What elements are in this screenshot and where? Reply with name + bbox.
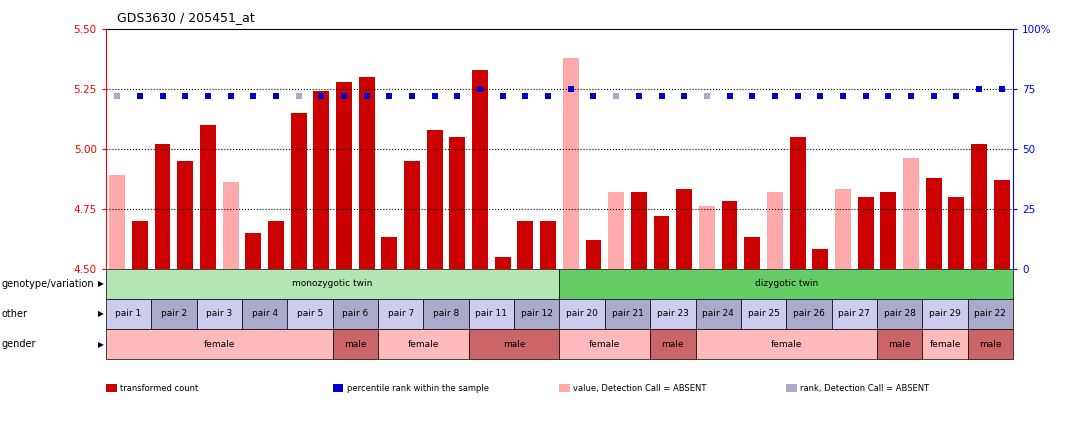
Text: male: male — [889, 340, 910, 349]
Bar — [653, 216, 670, 269]
Text: female: female — [589, 340, 621, 349]
Text: genotype/variation: genotype/variation — [1, 279, 94, 289]
Text: pair 23: pair 23 — [657, 309, 689, 318]
Bar — [404, 161, 420, 269]
Text: gender: gender — [1, 339, 36, 349]
Text: male: male — [980, 340, 1001, 349]
Bar — [268, 221, 284, 269]
Text: female: female — [407, 340, 440, 349]
Text: male: male — [345, 340, 366, 349]
Bar — [540, 221, 556, 269]
Bar — [608, 192, 624, 269]
Text: percentile rank within the sample: percentile rank within the sample — [347, 384, 488, 392]
Text: pair 11: pair 11 — [475, 309, 508, 318]
Text: other: other — [1, 309, 27, 319]
Bar — [495, 257, 511, 269]
Bar — [177, 161, 193, 269]
Text: pair 6: pair 6 — [342, 309, 368, 318]
Bar — [381, 238, 397, 269]
Bar — [994, 180, 1010, 269]
Text: pair 1: pair 1 — [116, 309, 141, 318]
Bar — [245, 233, 261, 269]
Bar — [812, 250, 828, 269]
Text: ▶: ▶ — [98, 340, 104, 349]
Bar — [427, 130, 443, 269]
Text: pair 25: pair 25 — [747, 309, 780, 318]
Bar — [291, 113, 307, 269]
Text: pair 21: pair 21 — [611, 309, 644, 318]
Text: pair 7: pair 7 — [388, 309, 414, 318]
Text: female: female — [770, 340, 802, 349]
Text: female: female — [929, 340, 961, 349]
Bar — [721, 202, 738, 269]
Bar — [222, 182, 239, 269]
Text: male: male — [503, 340, 525, 349]
Text: male: male — [662, 340, 684, 349]
Bar — [948, 197, 964, 269]
Text: pair 20: pair 20 — [566, 309, 598, 318]
Text: pair 29: pair 29 — [929, 309, 961, 318]
Bar — [359, 77, 375, 269]
Text: transformed count: transformed count — [120, 384, 198, 392]
Text: pair 2: pair 2 — [161, 309, 187, 318]
Bar — [472, 70, 488, 269]
Text: pair 28: pair 28 — [883, 309, 916, 318]
Bar — [132, 221, 148, 269]
Bar — [631, 192, 647, 269]
Bar — [767, 192, 783, 269]
Text: pair 8: pair 8 — [433, 309, 459, 318]
Bar — [789, 137, 806, 269]
Bar — [835, 190, 851, 269]
Text: pair 12: pair 12 — [521, 309, 553, 318]
Bar — [313, 91, 329, 269]
Bar — [858, 197, 874, 269]
Bar — [880, 192, 896, 269]
Bar — [676, 190, 692, 269]
Bar — [926, 178, 942, 269]
Bar — [699, 206, 715, 269]
Bar — [971, 144, 987, 269]
Text: dizygotic twin: dizygotic twin — [755, 279, 818, 288]
Bar — [563, 58, 579, 269]
Text: pair 3: pair 3 — [206, 309, 232, 318]
Bar — [903, 159, 919, 269]
Text: pair 24: pair 24 — [702, 309, 734, 318]
Text: ▶: ▶ — [98, 309, 104, 318]
Bar — [200, 125, 216, 269]
Bar — [585, 240, 602, 269]
Bar — [517, 221, 534, 269]
Text: GDS3630 / 205451_at: GDS3630 / 205451_at — [117, 11, 255, 24]
Text: pair 5: pair 5 — [297, 309, 323, 318]
Bar — [109, 175, 125, 269]
Bar — [449, 137, 465, 269]
Text: rank, Detection Call = ABSENT: rank, Detection Call = ABSENT — [800, 384, 930, 392]
Text: pair 26: pair 26 — [793, 309, 825, 318]
Text: value, Detection Call = ABSENT: value, Detection Call = ABSENT — [573, 384, 706, 392]
Text: female: female — [203, 340, 235, 349]
Text: pair 27: pair 27 — [838, 309, 870, 318]
Text: pair 22: pair 22 — [974, 309, 1007, 318]
Text: pair 4: pair 4 — [252, 309, 278, 318]
Bar — [744, 238, 760, 269]
Bar — [336, 82, 352, 269]
Bar — [154, 144, 171, 269]
Text: ▶: ▶ — [98, 279, 104, 288]
Text: monozygotic twin: monozygotic twin — [293, 279, 373, 288]
